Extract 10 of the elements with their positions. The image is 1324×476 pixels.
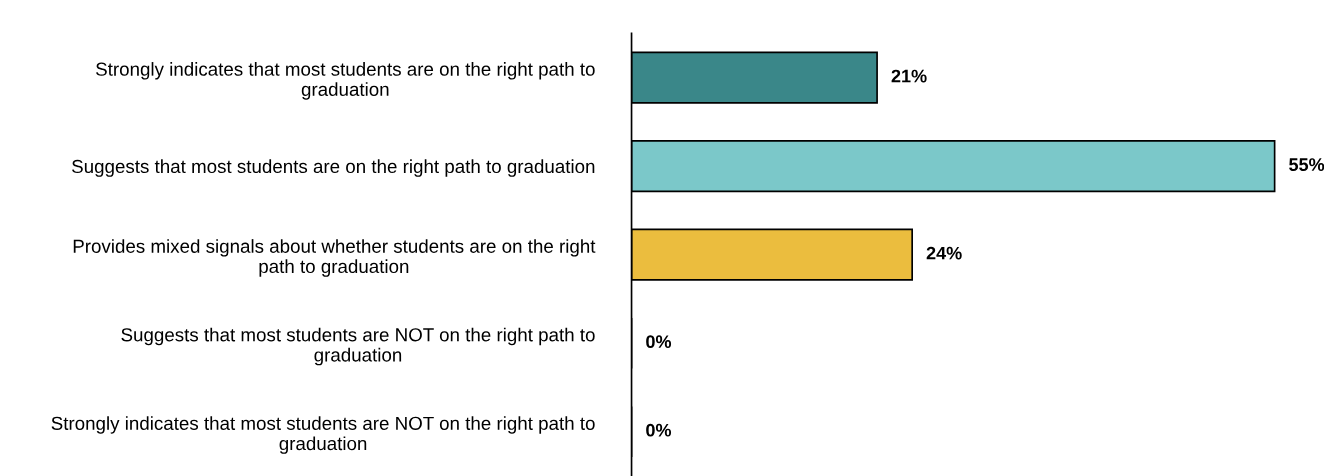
data-label: 0% [646, 423, 672, 437]
y-tick-label: Provides mixed signals about whether students are on the right path to graduation [73, 239, 596, 277]
y-tick-label: Strongly indicates that most students are on the right path to graduation [96, 62, 595, 100]
data-label: 24% [926, 246, 962, 260]
y-tick-label: Strongly indicates that most students are NOT on the right path to graduation [51, 416, 595, 454]
data-label: 0% [646, 335, 672, 349]
y-tick-label: Suggests that most students are on the right path to graduation [72, 159, 595, 177]
y-tick-label: Suggests that most students are NOT on the right path to graduation [121, 327, 595, 366]
data-label: 55% [1289, 158, 1324, 171]
data-label: 21% [891, 69, 927, 83]
